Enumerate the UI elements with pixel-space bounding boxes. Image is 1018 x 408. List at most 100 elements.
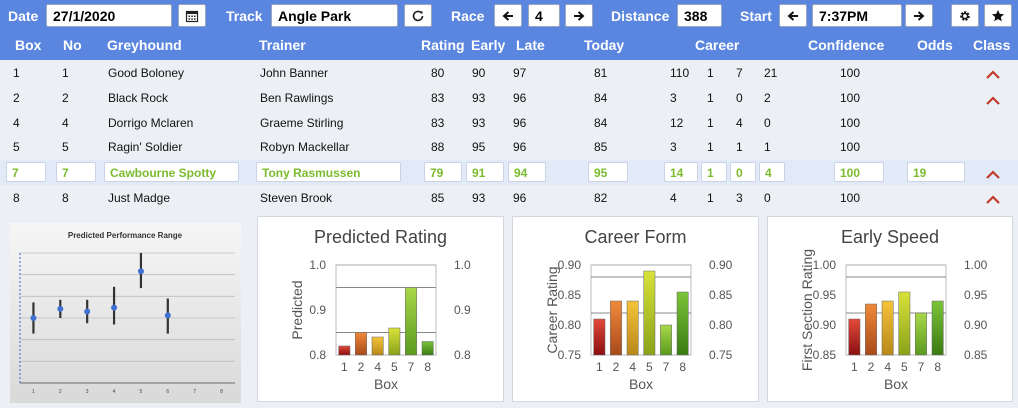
cell-career-seconds[interactable]: 0: [730, 162, 756, 182]
cell-confidence[interactable]: 100: [834, 162, 884, 182]
track-field[interactable]: Angle Park: [271, 4, 398, 27]
distance-field[interactable]: 388: [677, 4, 722, 27]
arrow-left-icon: [787, 10, 798, 21]
cell-greyhound[interactable]: Cawbourne Spotty: [104, 162, 239, 182]
race-field[interactable]: 4: [528, 4, 560, 27]
point-marker: [84, 308, 91, 315]
bar: [660, 324, 672, 356]
cell-rating[interactable]: 79: [424, 162, 462, 182]
x-tick-label: 4: [374, 360, 381, 374]
cell-career-starts: 3: [670, 91, 677, 105]
race-prev-button[interactable]: [494, 4, 522, 27]
y2-tick-label: 0.75: [709, 348, 733, 362]
y2-tick-label: 1.00: [964, 258, 988, 272]
cell-career-thirds[interactable]: 4: [759, 162, 785, 182]
bar: [643, 270, 656, 356]
gear-icon: [960, 10, 970, 21]
cell-career-wins: 1: [707, 66, 714, 80]
start-prev-button[interactable]: [779, 4, 807, 27]
y-tick-label: 0.75: [558, 348, 582, 362]
class-up-icon[interactable]: [985, 68, 1001, 80]
point-marker: [30, 315, 37, 321]
early-speed-chart: 1 2 4 5 7 8 0.85 0.85 0.90 0.90 0.95 0.95 1.00 1.00 Bo…: [799, 249, 988, 392]
x-tick-label: 2: [868, 360, 875, 374]
col-late[interactable]: Late: [516, 37, 545, 53]
col-greyhound[interactable]: Greyhound: [107, 37, 182, 53]
calendar-button[interactable]: [178, 4, 206, 27]
cell-today: 81: [594, 66, 608, 80]
bar: [405, 287, 417, 356]
cell-late: 97: [513, 66, 527, 80]
cell-no[interactable]: 7: [56, 162, 96, 182]
cell-career-wins: 1: [707, 91, 714, 105]
cell-late: 96: [513, 191, 527, 205]
career-form-panel: Career Form 1 2 4 5 7 8 0.75 0.75 0.80 0.80 0.85 0.…: [512, 216, 759, 402]
bar: [388, 327, 401, 356]
point-marker: [137, 268, 144, 275]
col-trainer[interactable]: Trainer: [259, 37, 306, 53]
class-up-icon[interactable]: [985, 168, 1001, 180]
predicted-rating-chart: 1 2 4 5 7 8 0.8 0.8 0.9 0.9 1.0 1.0 Box Predicted: [289, 258, 471, 392]
col-odds[interactable]: Odds: [917, 37, 953, 53]
col-early[interactable]: Early: [471, 37, 506, 53]
cell-today[interactable]: 95: [588, 162, 628, 182]
cell-box: 4: [13, 116, 20, 130]
plot-frame: [590, 264, 692, 356]
date-field[interactable]: 27/1/2020: [46, 4, 172, 27]
cell-career-starts[interactable]: 14: [664, 162, 698, 182]
race-next-button[interactable]: [565, 4, 593, 27]
cell-career-thirds: 2: [764, 91, 771, 105]
y-tick-label: 0.85: [558, 288, 582, 302]
plot-frame: [335, 264, 437, 356]
cell-career-seconds: 3: [736, 191, 743, 205]
chart-title: Predicted Rating: [313, 227, 448, 247]
x-tick-label: 2: [358, 360, 365, 374]
start-next-button[interactable]: [905, 4, 933, 27]
class-up-icon[interactable]: [985, 193, 1001, 205]
cell-early: 93: [472, 116, 486, 130]
cell-confidence: 100: [840, 116, 861, 130]
cell-trainer[interactable]: Steven Brook: [260, 191, 333, 205]
cell-greyhound[interactable]: Black Rock: [108, 91, 169, 105]
cell-trainer[interactable]: Ben Rawlings: [260, 91, 334, 105]
col-no[interactable]: No: [63, 37, 82, 53]
cell-late[interactable]: 94: [508, 162, 546, 182]
cell-career-seconds: 7: [736, 66, 743, 80]
cell-greyhound[interactable]: Ragin' Soldier: [108, 140, 183, 154]
x-axis-label: Box: [374, 376, 398, 392]
x-tick-label: 8: [934, 360, 941, 374]
bar: [898, 291, 911, 356]
performance-range-chart: Predicted Performance Range 1 2 3 4 5 6 7 8: [10, 223, 241, 403]
cell-career-wins[interactable]: 1: [701, 162, 727, 182]
cell-box[interactable]: 7: [6, 162, 46, 182]
cell-early: 93: [472, 191, 486, 205]
arrow-left-icon: [502, 10, 513, 21]
col-box[interactable]: Box: [15, 37, 42, 53]
cell-greyhound[interactable]: Just Madge: [108, 191, 171, 205]
settings-button[interactable]: [951, 4, 979, 27]
cell-trainer[interactable]: Tony Rasmussen: [256, 162, 401, 182]
favorite-button[interactable]: [984, 4, 1012, 27]
cell-trainer[interactable]: Graeme Stirling: [260, 116, 344, 130]
refresh-button[interactable]: [404, 4, 432, 27]
cell-early[interactable]: 91: [466, 162, 504, 182]
col-confidence[interactable]: Confidence: [808, 37, 885, 53]
start-field[interactable]: 7:37PM: [812, 4, 902, 27]
col-class[interactable]: Class: [973, 37, 1011, 53]
col-today[interactable]: Today: [584, 37, 625, 53]
chart-title: Predicted Performance Range: [68, 231, 183, 240]
cell-greyhound[interactable]: Dorrigo Mclaren: [108, 116, 194, 130]
y2-tick-label: 0.90: [964, 318, 988, 332]
y-tick-label: 0.95: [813, 288, 837, 302]
col-career[interactable]: Career: [695, 37, 740, 53]
cell-trainer[interactable]: John Banner: [260, 66, 329, 80]
cell-greyhound[interactable]: Good Boloney: [108, 66, 185, 80]
class-up-icon[interactable]: [985, 94, 1001, 106]
col-rating[interactable]: Rating: [421, 37, 465, 53]
cell-trainer[interactable]: Robyn Mackellar: [260, 140, 350, 154]
x-tick-label: 7: [918, 360, 925, 374]
star-icon: [992, 9, 1004, 21]
y-tick-label: 0.90: [558, 258, 582, 272]
performance-range-panel: Predicted Performance Range 1 2 3 4 5 6 7 8: [10, 223, 241, 403]
cell-odds[interactable]: 19: [907, 162, 965, 182]
